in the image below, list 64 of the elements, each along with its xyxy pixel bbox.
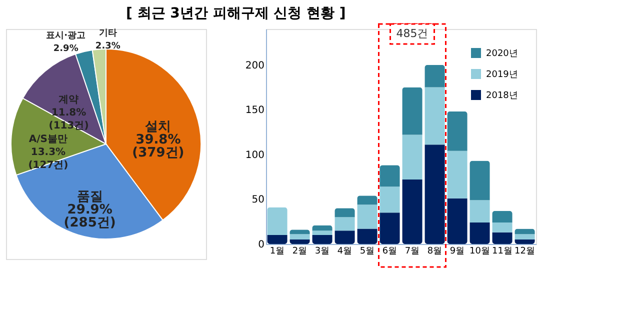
y-tick-label: 150 xyxy=(245,105,264,116)
y-tick-label: 50 xyxy=(252,194,264,206)
band-label: 485건 xyxy=(396,27,428,40)
bar xyxy=(334,230,355,244)
legend-label: 2019년 xyxy=(486,70,518,80)
data-label: 29.9% (285건) xyxy=(64,202,116,231)
bar xyxy=(290,234,310,240)
slice-label: 계약 xyxy=(58,94,79,106)
slice-label: 품질 xyxy=(76,190,103,205)
slice-label: 기타 xyxy=(98,28,117,38)
x-tick-label: 3월 xyxy=(314,246,330,256)
text: [ 최근 3년간 피해구제 신청 현황 ] xyxy=(126,5,346,22)
x-tick-label: 8월 xyxy=(427,246,442,256)
bar xyxy=(290,240,310,244)
bar xyxy=(492,232,512,244)
x-tick-label: 11월 xyxy=(492,246,512,256)
x-tick-label: 6월 xyxy=(382,246,398,256)
data-label: 39.8% (379건) xyxy=(132,132,184,161)
bar xyxy=(357,204,378,229)
x-tick-label: 5월 xyxy=(360,246,375,256)
bar xyxy=(447,111,468,151)
x-tick-label: 1월 xyxy=(270,246,285,256)
slice-label: 표시·광고 xyxy=(46,31,86,42)
y-tick-label: 0 xyxy=(258,240,264,250)
bar xyxy=(402,180,422,244)
bar xyxy=(334,217,355,231)
x-tick-label: 4월 xyxy=(337,246,352,256)
bar xyxy=(334,208,355,218)
legend-label: 2018년 xyxy=(486,91,518,101)
bar xyxy=(380,186,400,213)
bar xyxy=(447,150,468,198)
bar xyxy=(267,235,288,244)
bar xyxy=(470,160,490,200)
bar xyxy=(402,87,422,135)
bar xyxy=(470,200,490,222)
legend-label: 2020년 xyxy=(486,49,518,59)
x-tick-label: 2월 xyxy=(292,246,308,256)
bar xyxy=(267,207,288,236)
bar xyxy=(470,222,490,244)
x-tick-label: 7월 xyxy=(404,246,420,256)
bar xyxy=(492,222,512,232)
slice-label: A/S불만 xyxy=(28,134,68,146)
bar xyxy=(380,212,400,244)
x-tick-label: 9월 xyxy=(450,246,465,256)
bar xyxy=(312,230,332,236)
bar xyxy=(424,87,445,145)
bar xyxy=(514,240,535,244)
bar xyxy=(357,196,378,205)
bar xyxy=(424,144,445,244)
x-tick-label: 10월 xyxy=(470,246,490,256)
bar xyxy=(424,64,445,88)
bar xyxy=(447,198,468,244)
bar xyxy=(514,234,535,240)
slice-label: 설치 xyxy=(145,120,172,135)
bar xyxy=(402,134,422,180)
bar xyxy=(492,210,512,222)
bar xyxy=(380,165,400,187)
y-tick-label: 200 xyxy=(245,60,264,72)
data-label: 2.9% xyxy=(53,44,78,54)
data-label: 2.3% xyxy=(95,41,120,52)
x-tick-label: 12월 xyxy=(514,246,535,256)
bar xyxy=(357,228,378,244)
y-tick-label: 100 xyxy=(245,150,264,161)
bar xyxy=(312,235,332,244)
